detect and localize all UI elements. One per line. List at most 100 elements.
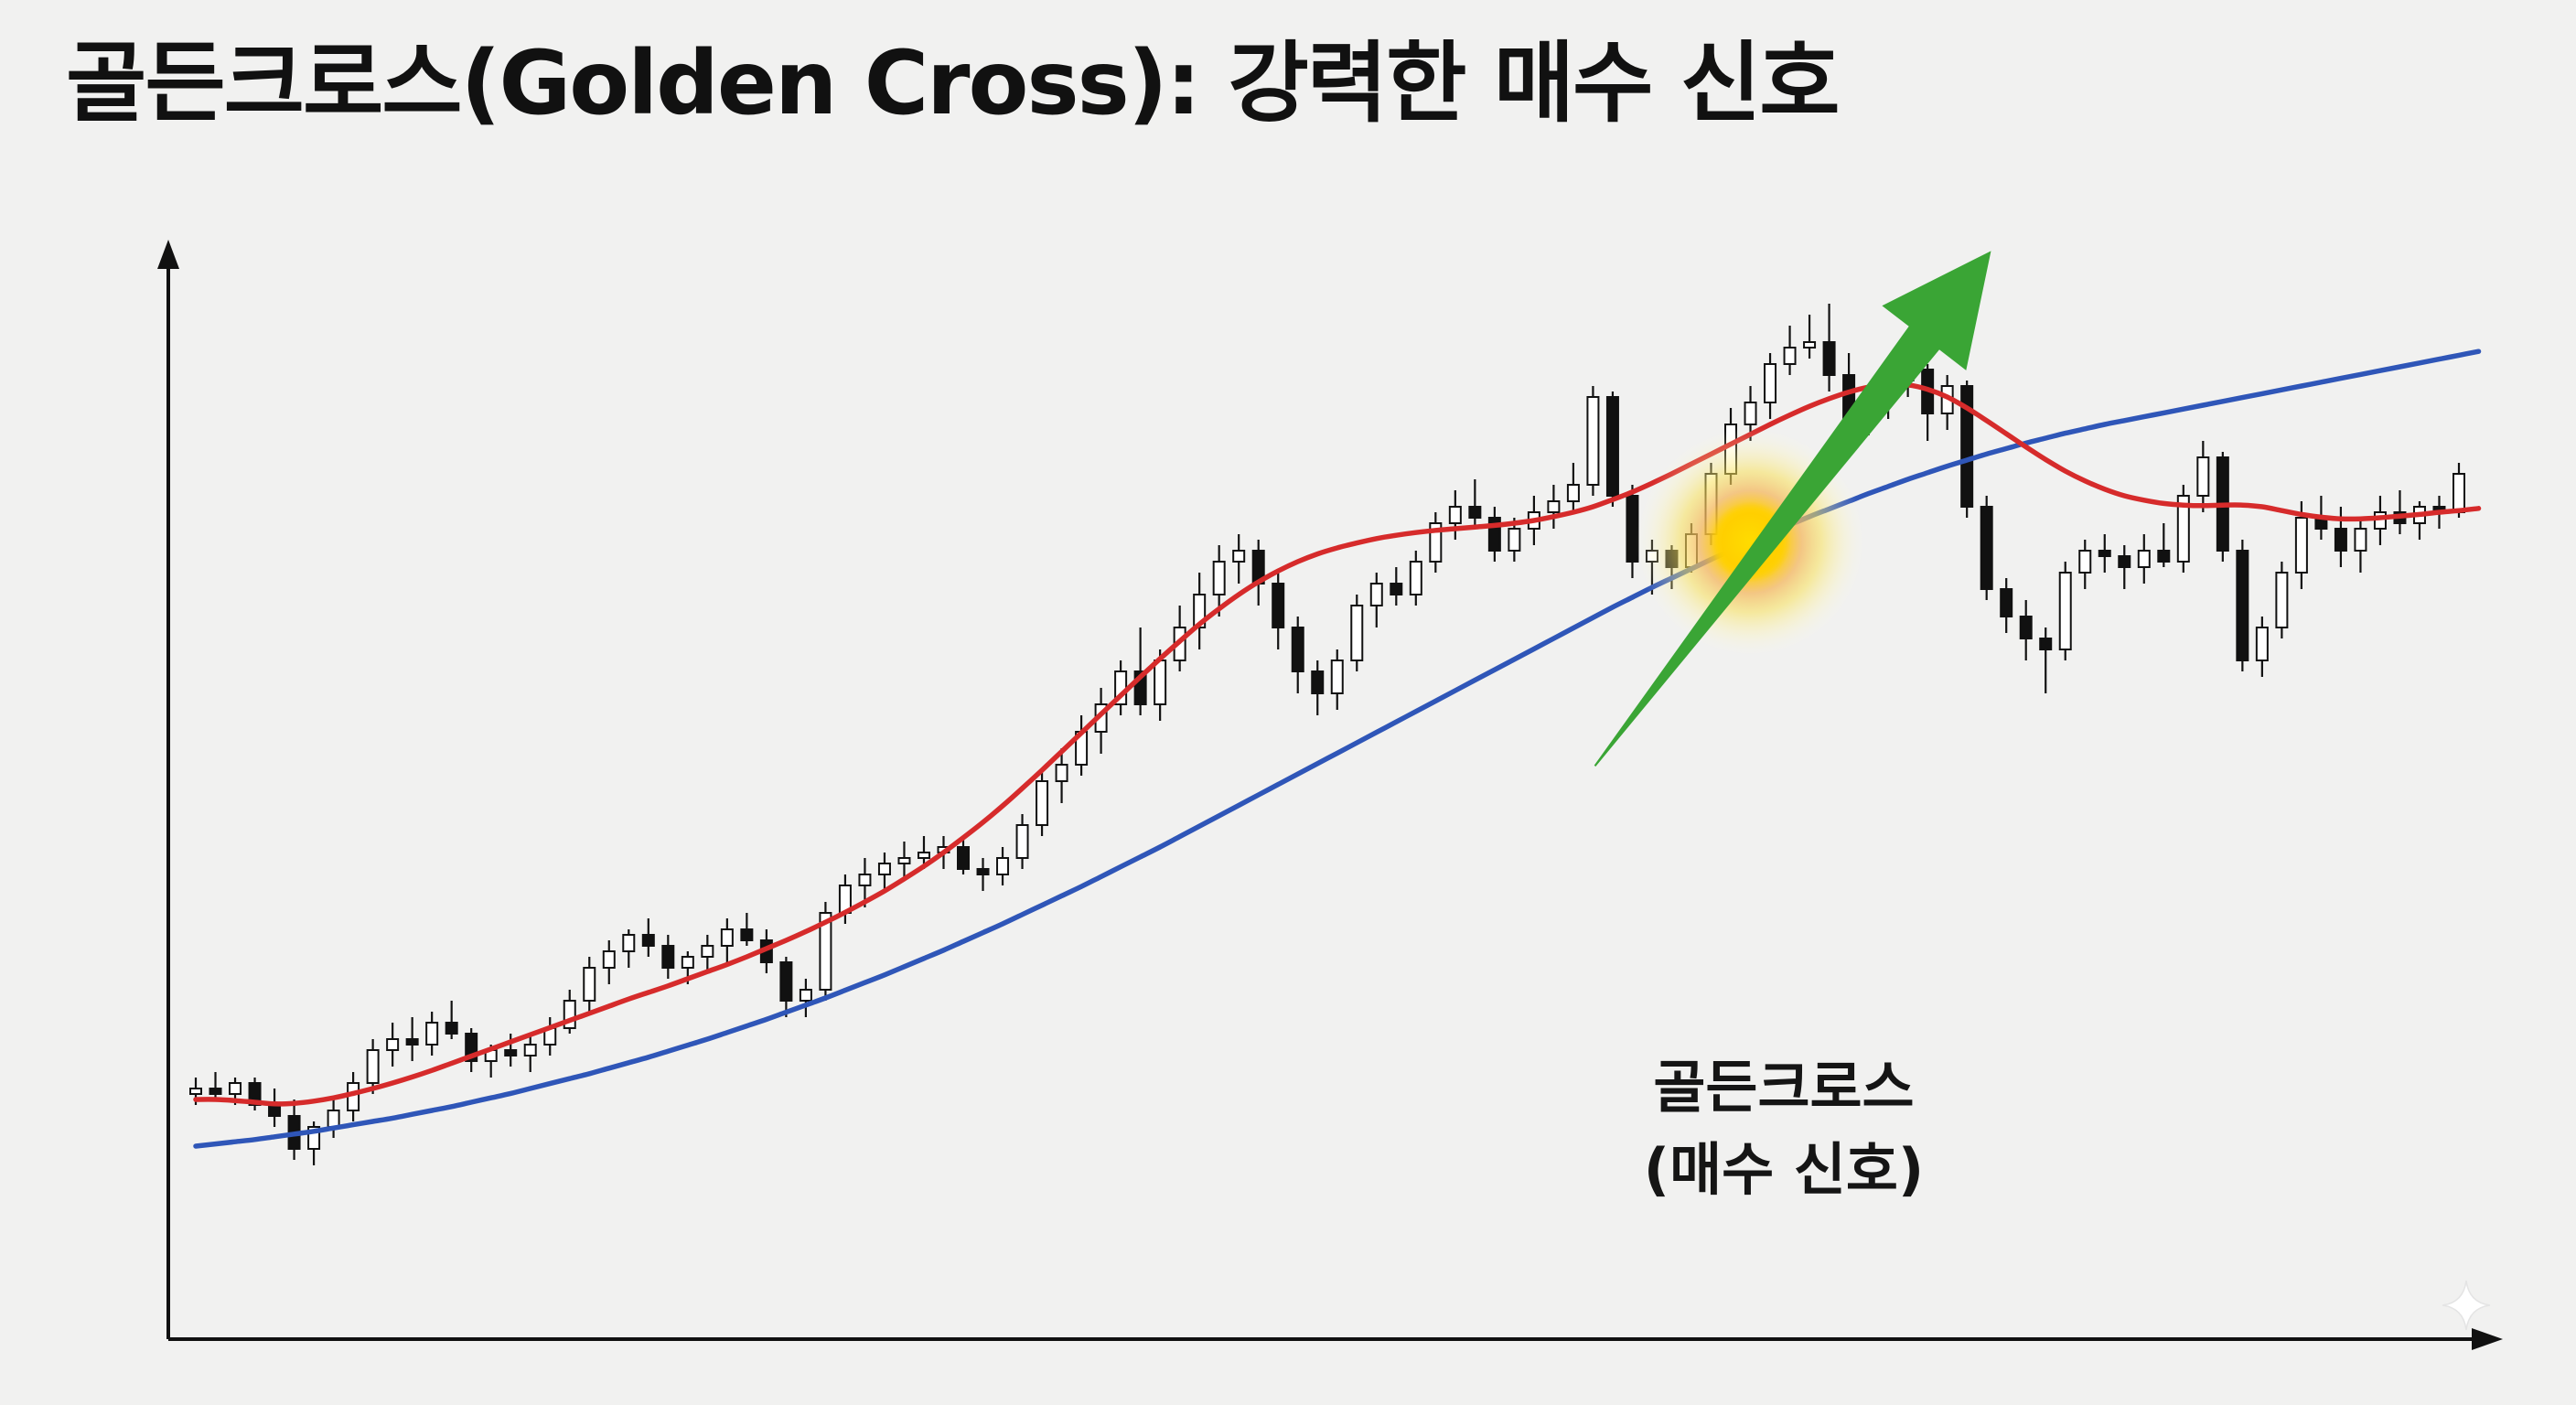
- up-candle-body: [2196, 456, 2210, 497]
- down-candle-body: [445, 1022, 458, 1035]
- down-candle-body: [2039, 638, 2053, 650]
- candlestick: [248, 1078, 262, 1110]
- down-candle-body: [209, 1088, 222, 1095]
- candlestick: [2000, 578, 2013, 633]
- down-candle-body: [779, 961, 793, 1002]
- down-candle-body: [740, 928, 754, 941]
- x-axis: [168, 1328, 2503, 1350]
- candlestick: [366, 1039, 380, 1094]
- y-axis: [157, 240, 179, 1339]
- candlestick: [2275, 562, 2289, 638]
- down-candle-body: [504, 1049, 518, 1056]
- up-candle-body: [2137, 550, 2151, 568]
- candlestick: [1783, 326, 1797, 375]
- up-candle-body: [877, 863, 891, 875]
- up-candle-body: [189, 1088, 202, 1095]
- short-moving-average-line: [193, 381, 2482, 1107]
- candlestick: [1036, 770, 1049, 836]
- up-candle-body: [1547, 500, 1561, 513]
- up-candle-body: [720, 928, 734, 947]
- down-candle-body: [2000, 588, 2013, 617]
- candlestick: [2098, 534, 2111, 573]
- candlestick: [1390, 567, 1403, 606]
- up-candle-body: [602, 950, 616, 969]
- candlestick: [2354, 518, 2367, 573]
- up-candle-body: [1015, 824, 1029, 859]
- up-candle-body: [2354, 528, 2367, 552]
- candlestick: [1764, 353, 1777, 419]
- candlestick: [268, 1089, 282, 1127]
- candlestick: [897, 842, 911, 880]
- up-candle-body: [366, 1049, 380, 1084]
- candlestick: [740, 913, 754, 946]
- up-candle-body: [681, 956, 694, 969]
- candlestick: [1369, 573, 1383, 627]
- candlestick: [2196, 441, 2210, 512]
- candlestick: [1744, 386, 1757, 441]
- candlestick: [1605, 391, 1619, 507]
- candlestick: [996, 847, 1010, 885]
- down-candle-body: [1626, 495, 1639, 563]
- up-candle-body: [622, 934, 636, 952]
- candlestick: [1487, 507, 1501, 562]
- candlestick: [2236, 540, 2249, 671]
- down-candle-body: [2098, 550, 2111, 557]
- up-candle-body: [1448, 506, 1462, 524]
- candlestick: [602, 940, 616, 984]
- up-candle-body: [858, 874, 872, 886]
- up-candle-body: [386, 1038, 400, 1051]
- long-moving-average-line: [193, 349, 2482, 1149]
- up-candle-body: [1154, 660, 1167, 705]
- candlestick: [622, 929, 636, 968]
- candlestick: [838, 874, 852, 924]
- candlestick: [1251, 540, 1265, 606]
- up-candle-body: [1350, 605, 1364, 661]
- up-candle-body: [2294, 517, 2308, 574]
- candlestick: [1015, 814, 1029, 869]
- candlestick: [2412, 501, 2426, 540]
- down-candle-body: [641, 934, 655, 947]
- candlestick: [2393, 490, 2407, 534]
- candlestick: [209, 1072, 222, 1099]
- candlestick: [1586, 386, 1600, 496]
- candlestick: [2019, 600, 2033, 660]
- candlestick: [1075, 715, 1089, 776]
- candlestick: [445, 1001, 458, 1039]
- up-candle-body: [917, 852, 930, 859]
- down-candle-body: [1291, 627, 1304, 672]
- candlestick: [2058, 562, 2072, 660]
- candlestick: [1311, 660, 1325, 715]
- down-candle-body: [2236, 550, 2249, 661]
- down-candle-body: [1980, 506, 1993, 590]
- up-candle-body: [1586, 396, 1600, 486]
- candlestick: [543, 1017, 557, 1056]
- down-candle-body: [1272, 583, 1285, 628]
- candlestick: [1193, 573, 1207, 649]
- up-candle-body: [1508, 528, 1521, 552]
- candlestick: [661, 935, 675, 979]
- up-candle-body: [1055, 764, 1068, 782]
- down-candle-body: [1822, 341, 1836, 376]
- candlestick: [1468, 479, 1482, 529]
- up-candle-body: [1803, 341, 1817, 349]
- candlestick: [2255, 617, 2269, 677]
- up-candle-body: [996, 857, 1010, 875]
- candlestick: [1822, 304, 1836, 391]
- candlestick: [563, 990, 576, 1034]
- up-candle-body: [2255, 627, 2269, 661]
- up-candle-body: [523, 1044, 537, 1056]
- down-candle-body: [1605, 396, 1619, 497]
- up-candle-body: [819, 912, 832, 991]
- candlestick: [2118, 545, 2131, 589]
- up-candle-body: [583, 967, 596, 1002]
- candlestick: [976, 858, 990, 891]
- candlestick: [2137, 534, 2151, 584]
- candlestick: [957, 836, 971, 874]
- down-candle-body: [957, 846, 971, 870]
- up-candle-body: [701, 945, 714, 958]
- candlestick: [405, 1017, 419, 1061]
- candlestick: [1960, 381, 1974, 518]
- up-candle-body: [1764, 363, 1777, 403]
- up-candle-body: [1369, 583, 1383, 606]
- candlestick: [2157, 523, 2171, 567]
